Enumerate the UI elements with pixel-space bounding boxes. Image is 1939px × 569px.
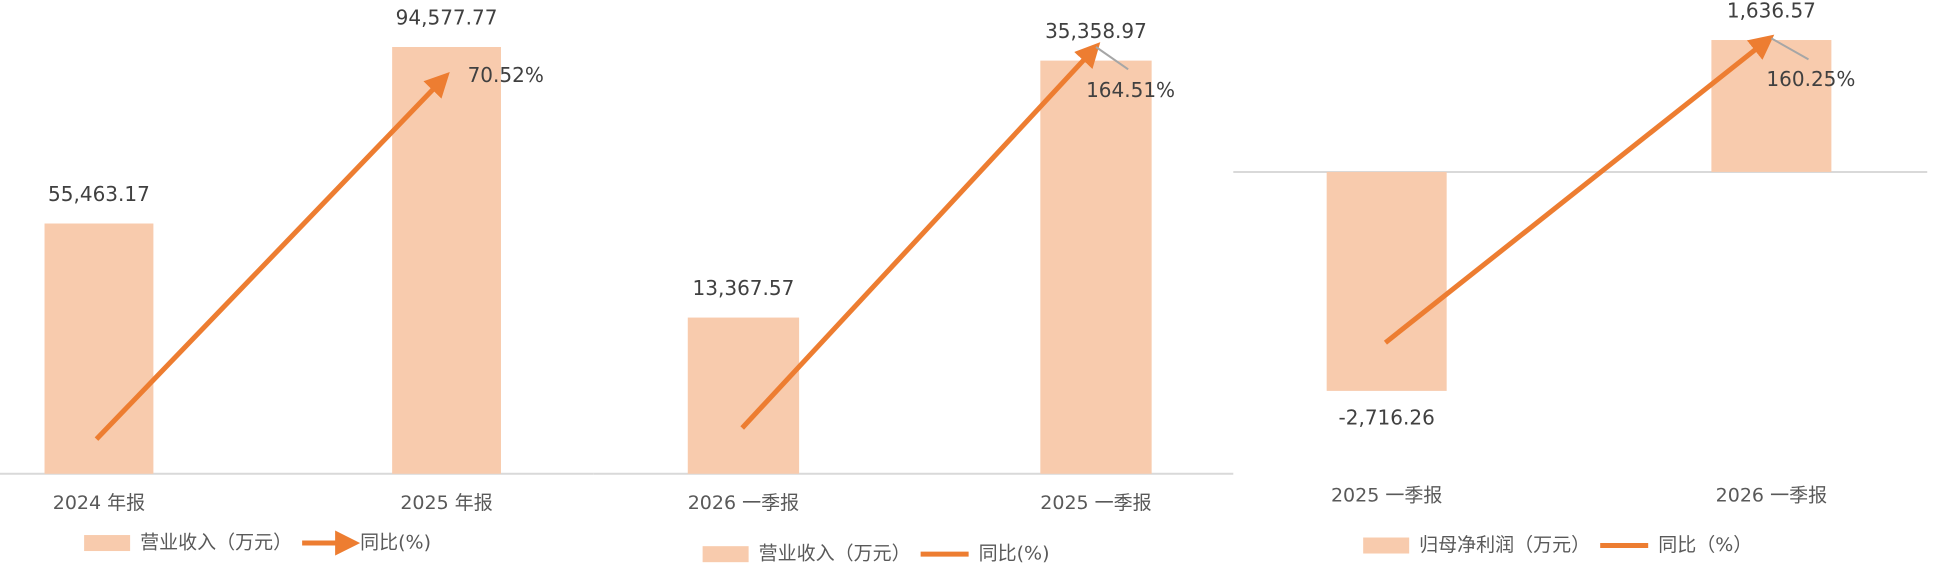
category-label: 2025 年报: [400, 492, 492, 514]
data-label: 13,367.57: [693, 276, 795, 300]
data-label: 1,636.57: [1727, 0, 1816, 23]
bar: [392, 47, 501, 474]
annotation: 164.51%: [1086, 78, 1175, 102]
data-label: 94,577.77: [396, 6, 498, 30]
legend-label: 营业收入（万元）: [759, 543, 911, 565]
leader-line: [1770, 37, 1809, 61]
data-label: 55,463.17: [48, 182, 150, 206]
category-label: 2026 一季报: [1716, 485, 1827, 507]
trend-arrow: [94, 71, 450, 441]
legend-label: 归母净利润（万元）: [1419, 534, 1590, 556]
bar: [44, 223, 154, 474]
legend-label: 营业收入（万元）: [140, 532, 292, 554]
category-label: 2026 一季报: [688, 492, 799, 514]
bar: [687, 317, 800, 474]
legend-label: 同比（%）: [1658, 534, 1752, 556]
annotation: 160.25%: [1766, 67, 1855, 91]
category-label: 2024 年报: [53, 492, 145, 514]
trend-arrow: [1383, 34, 1775, 345]
bar: [1040, 60, 1152, 474]
bar: [1711, 40, 1832, 172]
legend-label: 同比(%): [360, 532, 431, 554]
legend-swatch: [84, 535, 131, 552]
data-label: 35,358.97: [1045, 19, 1147, 43]
trend-arrow: [740, 42, 1101, 430]
data-label: -2,716.26: [1339, 405, 1435, 429]
leader-line: [1095, 46, 1129, 71]
legend-label: 同比(%): [979, 543, 1050, 565]
legend-swatch: [702, 546, 749, 563]
annotation: 70.52%: [468, 63, 544, 87]
category-label: 2025 一季报: [1331, 485, 1442, 507]
bar: [1326, 171, 1447, 391]
category-label: 2025 一季报: [1040, 492, 1151, 514]
legend-swatch: [1363, 537, 1410, 554]
